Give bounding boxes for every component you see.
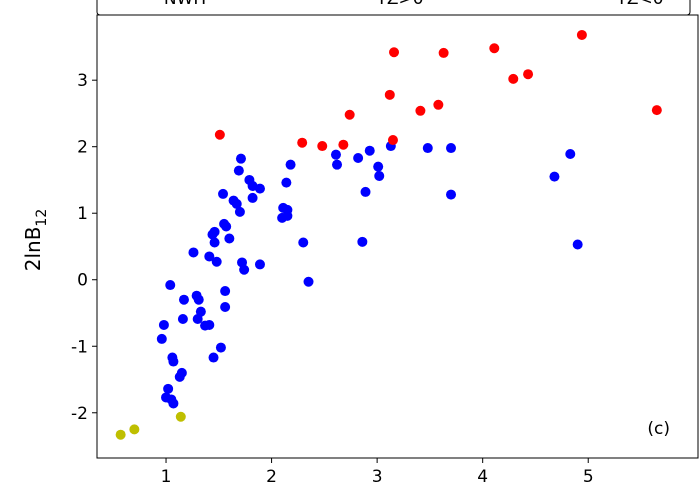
y-tick-label: 0 [77,271,88,291]
point [254,183,265,194]
point [572,239,583,250]
x-tick-label: 1 [161,467,172,487]
point [446,143,457,154]
point [360,186,371,197]
point [576,29,587,40]
point [364,145,375,156]
plot-frame [96,14,699,459]
point [235,153,246,164]
point [353,153,364,164]
point [168,398,179,409]
point [204,251,215,262]
point [298,237,309,248]
point [433,99,444,110]
point [129,424,140,435]
point [174,371,185,382]
point [209,226,220,237]
y-tick-label: 3 [77,71,88,91]
point [211,256,222,267]
point [387,135,398,146]
y-label-sub: 12 [34,209,50,227]
point [220,302,231,313]
legend-label: NWH [164,0,206,9]
point [156,333,167,344]
point [446,189,457,200]
point [282,210,293,221]
x-tick-label: 2 [266,467,277,487]
point [158,319,169,330]
x-tick-label: 5 [583,467,594,487]
y-tick-label: 1 [77,204,88,224]
point [389,47,400,58]
panel-label: (c) [647,419,670,439]
point [254,259,265,270]
point [175,411,186,422]
y-tick-label: -1 [71,337,88,357]
point [220,286,231,297]
point [233,165,244,176]
point [438,47,449,58]
point [215,342,226,353]
point [508,73,519,84]
point [373,161,384,172]
y-label-main: 2lnB [21,227,45,272]
point [239,264,250,275]
point [188,247,199,258]
point [163,383,174,394]
point [178,294,189,305]
point [193,294,204,305]
legend-label: TZ>0 [375,0,423,9]
point [177,313,188,324]
point [338,139,349,150]
point [281,177,292,188]
point [489,43,500,54]
point [384,89,395,100]
point [303,276,314,287]
point [317,141,328,152]
point [231,198,242,209]
y-axis-label: 2lnB12 [21,209,50,272]
x-tick-label: 4 [477,467,488,487]
point [332,159,343,170]
point [297,137,308,148]
point [344,109,355,120]
point [374,170,385,181]
point [415,105,426,116]
point [224,233,235,244]
point [204,319,215,330]
point [523,69,534,80]
point [357,236,368,247]
point [234,206,245,217]
legend-label: TZ<0 [615,0,663,9]
point [168,356,179,367]
point [285,159,296,170]
point [214,129,225,140]
point [208,352,219,363]
point [209,237,220,248]
point [565,149,576,160]
point [221,221,232,232]
y-tick-label: -2 [71,404,88,424]
point [115,429,126,440]
point [422,143,433,154]
point [651,105,662,116]
x-tick-label: 3 [372,467,383,487]
legend-box [96,0,691,16]
point [247,192,258,203]
point [330,149,341,160]
point [549,171,560,182]
point [165,280,176,291]
y-tick-label: 2 [77,138,88,158]
point [192,313,203,324]
point [218,188,229,199]
